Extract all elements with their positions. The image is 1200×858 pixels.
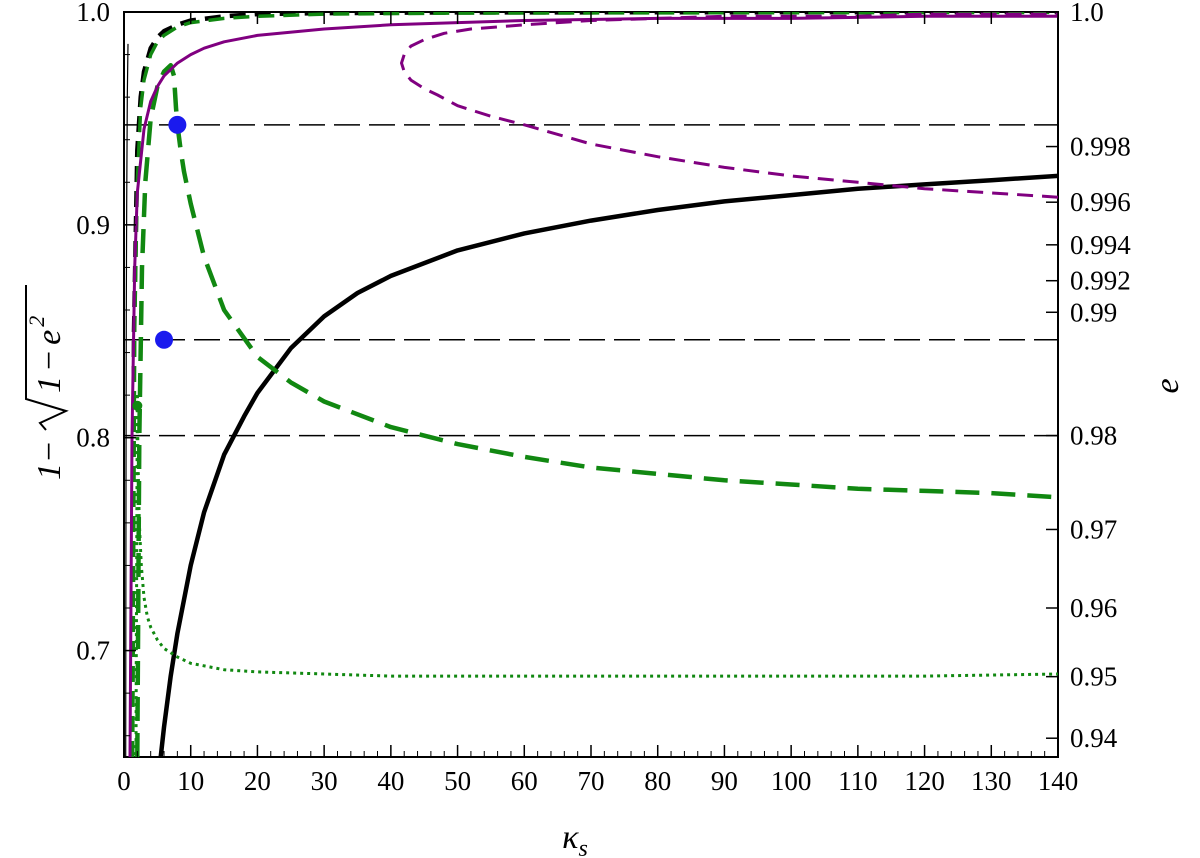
y-title-inner-minus: − [31,351,68,370]
right-tick-label: 0.97 [1070,514,1117,544]
y-title-inner-one: 1 [31,376,68,393]
x-tick-label: 30 [311,766,338,796]
series-line-3 [130,12,1058,757]
series-line-1 [129,12,1058,757]
y-tick-label: 0.8 [76,423,110,453]
y-title-exp: 2 [24,316,49,327]
series-line-7 [400,12,1058,199]
right-tick-label: 0.99 [1070,297,1117,327]
x-tick-label: 50 [444,766,471,796]
x-tick-label: 120 [904,766,945,796]
right-tick-label: 0.994 [1070,230,1131,260]
series-line-6 [128,14,1058,757]
right-axis-title: e [1149,378,1186,393]
x-tick-label: 110 [838,766,878,796]
y-tick-label: 0.9 [76,210,110,240]
x-tick-label: 100 [771,766,812,796]
right-tick-label: 1.0 [1070,0,1104,27]
right-tick-label: 0.998 [1070,132,1131,162]
x-tick-label: 80 [644,766,671,796]
x-tick-label: 20 [244,766,271,796]
right-tick-label: 0.94 [1070,723,1118,753]
svg-text:1−e2: 1 − e 2 [24,316,68,393]
x-tick-label: 0 [117,766,131,796]
series-group [125,12,1058,757]
series-line-4 [135,395,1058,678]
marker-2 [132,400,143,411]
x-axis-title-sub: s [578,836,587,858]
x-tick-label: 130 [971,766,1012,796]
marker-0 [168,115,187,134]
tick-labels-group: 0 10 20 30 40 50 60 70 80 90 100 110 120 130 140 0.7 0.8… [76,0,1131,796]
x-tick-label: 60 [511,766,538,796]
y-tick-label: 0.7 [76,636,110,666]
right-tick-label: 0.98 [1070,421,1117,451]
x-axis-title-main: κ [562,819,579,856]
x-tick-label: 10 [177,766,204,796]
y-title-sqrt-sign [25,285,69,431]
y-title-e: e [31,330,68,345]
series-line-2 [135,62,1058,757]
y-title-minus: − [31,442,68,461]
x-tick-label: 40 [377,766,404,796]
right-tick-label: 0.996 [1070,187,1131,217]
y-tick-label: 1.0 [76,0,110,27]
markers-group [132,115,187,411]
y-title-one: 1 [31,463,68,480]
reference-lines [124,124,1058,437]
series-line-5 [134,395,139,757]
x-tick-label: 90 [711,766,738,796]
ticks-group [123,11,1059,757]
y-axis-title: 1− 1−e2 [24,285,69,480]
marker-1 [155,330,174,349]
x-axis-title: κs [562,819,588,858]
right-tick-label: 0.96 [1070,593,1117,623]
svg-text:1−: 1− [31,442,68,480]
x-tick-label: 70 [578,766,605,796]
series-line-0 [158,173,1058,757]
right-tick-label: 0.992 [1070,266,1131,296]
x-tick-label: 140 [1038,766,1079,796]
right-tick-label: 0.95 [1070,662,1117,692]
